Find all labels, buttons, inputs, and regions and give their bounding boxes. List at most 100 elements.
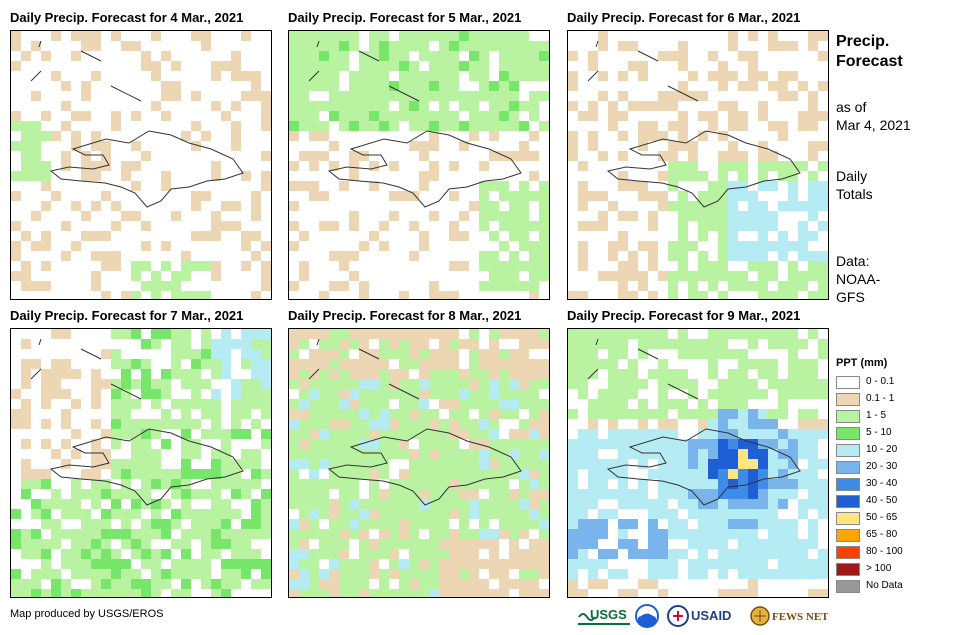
precip-cell bbox=[111, 261, 121, 271]
precip-cell bbox=[349, 379, 359, 389]
precip-cell bbox=[768, 31, 778, 41]
precip-cell bbox=[379, 221, 389, 231]
precip-cell bbox=[141, 559, 151, 569]
precip-cell bbox=[319, 499, 329, 509]
precip-cell bbox=[529, 519, 539, 529]
precip-cell bbox=[201, 469, 211, 479]
precip-cell bbox=[261, 439, 271, 449]
precip-cell bbox=[738, 519, 748, 529]
precip-cell bbox=[658, 509, 668, 519]
precip-cell bbox=[399, 519, 409, 529]
precip-cell bbox=[101, 509, 111, 519]
precip-cell bbox=[529, 251, 539, 261]
precip-cell bbox=[111, 489, 121, 499]
precip-cell bbox=[201, 539, 211, 549]
precip-cell bbox=[638, 409, 648, 419]
precip-cell bbox=[479, 439, 489, 449]
precip-cell bbox=[309, 399, 319, 409]
precip-cell bbox=[469, 359, 479, 369]
precip-cell bbox=[241, 91, 251, 101]
precip-cell bbox=[539, 41, 549, 51]
precip-cell bbox=[91, 579, 101, 589]
precip-cell bbox=[389, 329, 399, 339]
precip-cell bbox=[608, 459, 618, 469]
precip-cell bbox=[201, 429, 211, 439]
precip-cell bbox=[688, 509, 698, 519]
precip-cell bbox=[409, 359, 419, 369]
precip-cell bbox=[519, 241, 529, 251]
precip-cell bbox=[519, 389, 529, 399]
precip-cell bbox=[171, 469, 181, 479]
precip-cell bbox=[289, 359, 299, 369]
precip-cell bbox=[598, 151, 608, 161]
precip-cell bbox=[648, 131, 658, 141]
precip-cell bbox=[748, 469, 758, 479]
precip-cell bbox=[221, 339, 231, 349]
precip-cell bbox=[588, 519, 598, 529]
legend-swatch bbox=[836, 529, 860, 542]
precip-grid bbox=[289, 31, 549, 299]
precip-cell bbox=[598, 31, 608, 41]
precip-cell bbox=[529, 569, 539, 579]
precip-cell bbox=[788, 469, 798, 479]
precip-cell bbox=[688, 409, 698, 419]
precip-cell bbox=[519, 349, 529, 359]
precip-cell bbox=[329, 419, 339, 429]
precip-cell bbox=[61, 589, 71, 597]
precip-cell bbox=[768, 499, 778, 509]
precip-cell bbox=[131, 161, 141, 171]
precip-cell bbox=[221, 459, 231, 469]
precip-cell bbox=[808, 141, 818, 151]
precip-cell bbox=[678, 241, 688, 251]
precip-cell bbox=[289, 529, 299, 539]
precip-cell bbox=[449, 91, 459, 101]
precip-cell bbox=[91, 549, 101, 559]
precip-cell bbox=[519, 469, 529, 479]
precip-cell bbox=[658, 339, 668, 349]
precip-cell bbox=[648, 261, 658, 271]
precip-cell bbox=[748, 449, 758, 459]
precip-cell bbox=[61, 439, 71, 449]
precip-grid bbox=[289, 329, 549, 597]
precip-cell bbox=[638, 499, 648, 509]
precip-cell bbox=[339, 479, 349, 489]
precip-cell bbox=[798, 339, 808, 349]
precip-cell bbox=[469, 201, 479, 211]
precip-cell bbox=[151, 71, 161, 81]
legend-label: 50 - 65 bbox=[866, 512, 898, 523]
precip-cell bbox=[21, 579, 31, 589]
precip-cell bbox=[369, 439, 379, 449]
precip-cell bbox=[509, 579, 519, 589]
precip-cell bbox=[359, 291, 369, 299]
precip-cell bbox=[339, 449, 349, 459]
precip-cell bbox=[349, 171, 359, 181]
precip-cell bbox=[241, 569, 251, 579]
precip-cell bbox=[319, 589, 329, 597]
precip-cell bbox=[808, 31, 818, 41]
precip-cell bbox=[768, 161, 778, 171]
precip-cell bbox=[728, 589, 738, 597]
precip-cell bbox=[529, 549, 539, 559]
precip-cell bbox=[708, 281, 718, 291]
precip-cell bbox=[479, 539, 489, 549]
precip-cell bbox=[369, 589, 379, 597]
precip-cell bbox=[349, 579, 359, 589]
precip-cell bbox=[519, 429, 529, 439]
precip-cell bbox=[429, 329, 439, 339]
precip-cell bbox=[429, 31, 439, 41]
precip-cell bbox=[359, 569, 369, 579]
precip-cell bbox=[409, 429, 419, 439]
precip-cell bbox=[231, 549, 241, 559]
precip-cell bbox=[131, 271, 141, 281]
precip-cell bbox=[329, 449, 339, 459]
precip-cell bbox=[718, 81, 728, 91]
precip-cell bbox=[628, 589, 638, 597]
precip-cell bbox=[389, 339, 399, 349]
precip-cell bbox=[111, 549, 121, 559]
precip-cell bbox=[459, 419, 469, 429]
precip-cell bbox=[539, 559, 549, 569]
precip-cell bbox=[329, 31, 339, 41]
precip-cell bbox=[638, 399, 648, 409]
precip-cell bbox=[241, 359, 251, 369]
precip-cell bbox=[71, 499, 81, 509]
